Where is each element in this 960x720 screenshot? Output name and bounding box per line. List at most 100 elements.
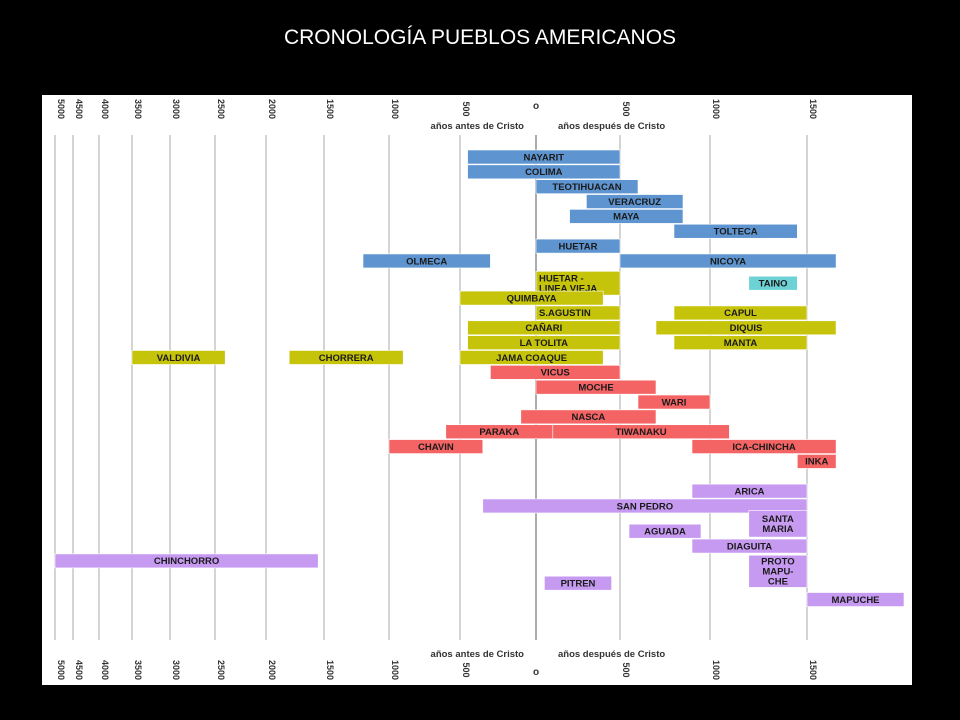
bar-colima	[467, 164, 621, 180]
bar-label-nasca: NASCA	[572, 412, 606, 423]
bar-wari	[637, 394, 711, 410]
bar-arica	[691, 483, 808, 499]
chart-panel: 5000 4500 4000 3500 3000 2500 2000 1500 1000 500 o…	[42, 95, 912, 685]
bar-chorrera	[288, 350, 404, 365]
bar-label-nicoya: NICOYA	[710, 256, 746, 267]
tick-label-top-4000: 4000	[100, 99, 110, 119]
timeline-chart: 5000 4500 4000 3500 3000 2500 2000 1500 1000 500 o…	[54, 99, 905, 680]
tick-label-top-500: 500	[461, 101, 471, 116]
bar-label-ica-chincha: ICA-CHINCHA	[732, 442, 795, 453]
bar-label-san-pedro: SAN PEDRO	[617, 501, 673, 512]
bar-label-colima: COLIMA	[525, 167, 563, 178]
bar-label-tiwanaku: TIWANAKU	[615, 427, 666, 438]
tick-label-bottom-4000: 4000	[100, 660, 110, 680]
tick-label-bottom-500: 500	[621, 662, 631, 677]
bar-vicus	[490, 365, 621, 380]
page-title: CRONOLOGÍA PUEBLOS AMERICANOS	[283, 26, 677, 49]
bar-label-huetar-linea-vieja-1: HUETAR -	[539, 274, 584, 285]
bar-san-pedro	[482, 498, 808, 514]
bar-label-paraka: PARAKA	[479, 427, 519, 438]
tick-label-top-2500: 2500	[216, 99, 226, 119]
tick-label-bottom-500: 500	[461, 662, 471, 677]
bar-label-manta: MANTA	[724, 338, 758, 349]
tick-label-bottom-2500: 2500	[216, 660, 226, 680]
tick-label-bottom-4500: 4500	[74, 660, 84, 680]
bar-tolteca	[673, 223, 798, 239]
bar-aguada	[628, 523, 702, 539]
bar-s-agustin	[535, 305, 621, 321]
bar-label-quimbaya: QUIMBAYA	[507, 293, 557, 304]
bar-label-huetar-linea-vieja-2: LINEA VIEJA	[539, 284, 597, 295]
bar-label-diquis: DIQUIS	[730, 323, 763, 334]
bar-pitren	[544, 575, 612, 591]
bar-quimbaya	[459, 290, 604, 306]
bar-label-maya: MAYA	[613, 212, 639, 223]
tick-label-top-3500: 3500	[133, 99, 143, 119]
bar-santa-maria	[748, 510, 808, 538]
bar-manta	[673, 335, 808, 350]
label-after-christ-bottom: años después de Cristo	[558, 649, 665, 660]
tick-label-top-0: o	[533, 101, 539, 112]
tick-label-top-3000: 3000	[171, 99, 181, 119]
bar-ica-chincha	[691, 439, 837, 454]
bar-valdivia	[131, 350, 226, 365]
bar-label-s-agustin: S.AGUSTIN	[539, 308, 591, 319]
tick-label-top-1000: 1000	[390, 99, 400, 119]
bar-taino	[748, 275, 798, 291]
bar-mapuche	[806, 592, 905, 607]
tick-label-top-1000: 1000	[711, 99, 721, 119]
bar-capul	[673, 305, 808, 321]
bar-label-huetar: HUETAR	[559, 241, 598, 252]
bar-label-santa-maria-1: SANTA	[762, 514, 794, 525]
bar-label-mapuche: MAPUCHE	[831, 595, 879, 606]
bar-huetar	[535, 238, 621, 254]
label-before-christ-bottom: años antes de Cristo	[431, 649, 525, 660]
bar-label-chinchorro: CHINCHORRO	[154, 556, 219, 567]
bar-maya	[569, 209, 684, 224]
bar-label-veracruz: VERACRUZ	[608, 197, 661, 208]
bar-label-cañari: CAÑARI	[525, 323, 562, 334]
bar-label-proto-mapu-che-1: PROTO	[761, 557, 795, 568]
bar-label-jama-coaque: JAMA COAQUE	[496, 353, 567, 364]
bar-jama-coaque	[459, 350, 604, 365]
bar-nicoya	[619, 253, 837, 269]
bar-label-santa-maria-2: MARIA	[762, 524, 793, 535]
tick-label-top-500: 500	[621, 101, 631, 116]
bar-chinchorro	[54, 553, 319, 569]
tick-label-top-5000: 5000	[56, 99, 66, 119]
bar-label-proto-mapu-che-2: MAPU-	[762, 567, 793, 578]
tick-label-top-1500: 1500	[808, 99, 818, 119]
bar-label-inka: INKA	[805, 457, 828, 468]
bar-chavin	[388, 439, 484, 454]
bar-label-tolteca: TOLTECA	[714, 227, 758, 238]
tick-label-bottom-1500: 1500	[808, 660, 818, 680]
bar-label-vicus: VICUS	[541, 368, 570, 379]
bar-label-pitren: PITREN	[561, 578, 596, 589]
tick-label-bottom-5000: 5000	[56, 660, 66, 680]
bar-diquis	[655, 320, 837, 336]
bar-teotihuacan	[535, 179, 639, 194]
bar-label-chavin: CHAVIN	[418, 442, 454, 453]
bar-inka	[796, 454, 837, 469]
label-after-christ-top: años después de Cristo	[558, 121, 665, 132]
tick-label-bottom-1000: 1000	[390, 660, 400, 680]
tick-label-bottom-3500: 3500	[133, 660, 143, 680]
bar-nasca	[520, 409, 657, 425]
bar-label-la-tolita: LA TOLITA	[520, 338, 569, 349]
bar-label-proto-mapu-che-3: CHE	[768, 577, 788, 588]
bar-label-moche: MOCHE	[578, 382, 613, 393]
bar-label-capul: CAPUL	[724, 308, 757, 319]
tick-label-bottom-1000: 1000	[711, 660, 721, 680]
bar-label-valdivia: VALDIVIA	[157, 353, 201, 364]
bar-label-diaguita: DIAGUITA	[727, 541, 772, 552]
bar-label-arica: ARICA	[734, 486, 764, 497]
tick-label-top-4500: 4500	[74, 99, 84, 119]
label-before-christ-top: años antes de Cristo	[431, 121, 525, 132]
bar-nayarit	[467, 149, 621, 165]
bar-diaguita	[691, 538, 808, 554]
bar-label-taino: TAINO	[759, 279, 788, 290]
bar-veracruz	[586, 194, 684, 209]
bar-label-aguada: AGUADA	[644, 527, 686, 538]
bar-label-wari: WARI	[662, 397, 687, 408]
bar-cañari	[467, 320, 621, 336]
